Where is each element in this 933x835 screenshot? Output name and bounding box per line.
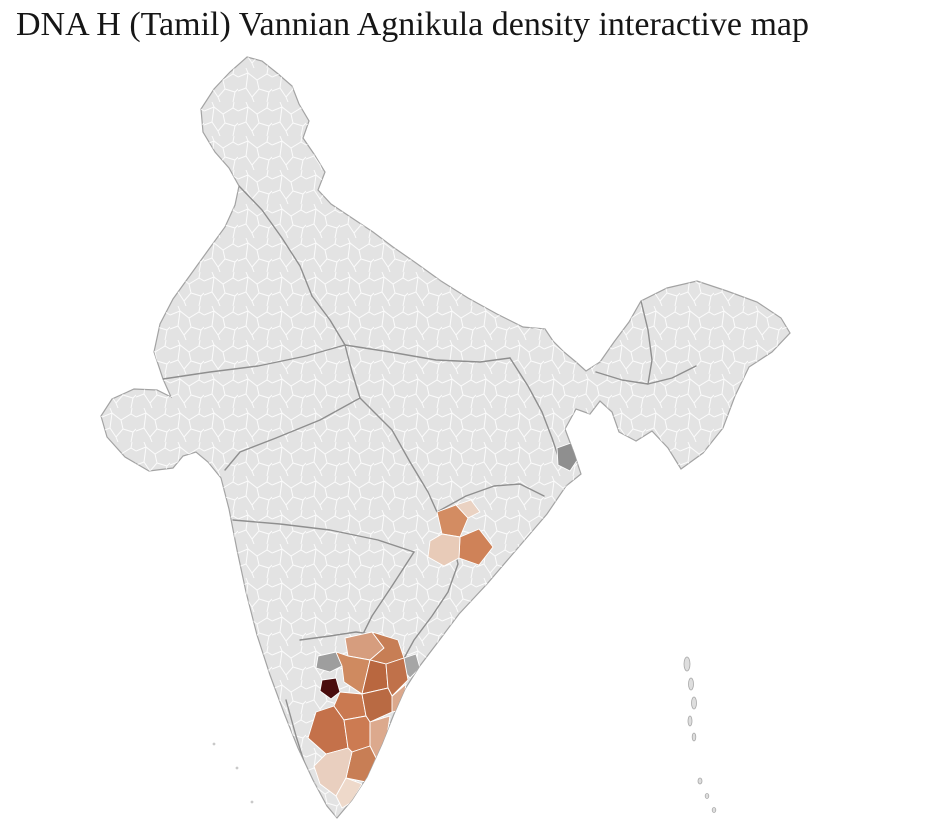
andaman-islands — [683, 656, 697, 742]
district[interactable] — [319, 677, 341, 700]
district[interactable] — [436, 504, 469, 538]
district[interactable] — [556, 442, 579, 472]
island — [235, 766, 239, 770]
island — [687, 715, 693, 727]
district[interactable] — [455, 499, 481, 519]
district[interactable] — [427, 533, 461, 567]
cluster-east-central — [427, 499, 494, 567]
page-title: DNA H (Tamil) Vannian Agnikula density i… — [16, 6, 809, 43]
island — [691, 732, 697, 742]
island — [250, 800, 254, 804]
cluster-bengal-gray — [556, 442, 579, 472]
island — [711, 807, 717, 813]
density-districts[interactable] — [307, 442, 579, 809]
district[interactable] — [315, 651, 343, 673]
district[interactable] — [343, 715, 371, 753]
island — [688, 677, 694, 691]
island — [691, 696, 697, 710]
district[interactable] — [385, 657, 409, 697]
island — [683, 656, 691, 672]
lakshadweep-islands — [212, 742, 254, 804]
district-boundaries-texture — [101, 57, 790, 818]
nicobar-islands — [697, 777, 717, 813]
cluster-south-tamil-nadu — [307, 631, 421, 809]
island — [212, 742, 216, 746]
island — [704, 793, 710, 799]
island — [697, 777, 703, 785]
